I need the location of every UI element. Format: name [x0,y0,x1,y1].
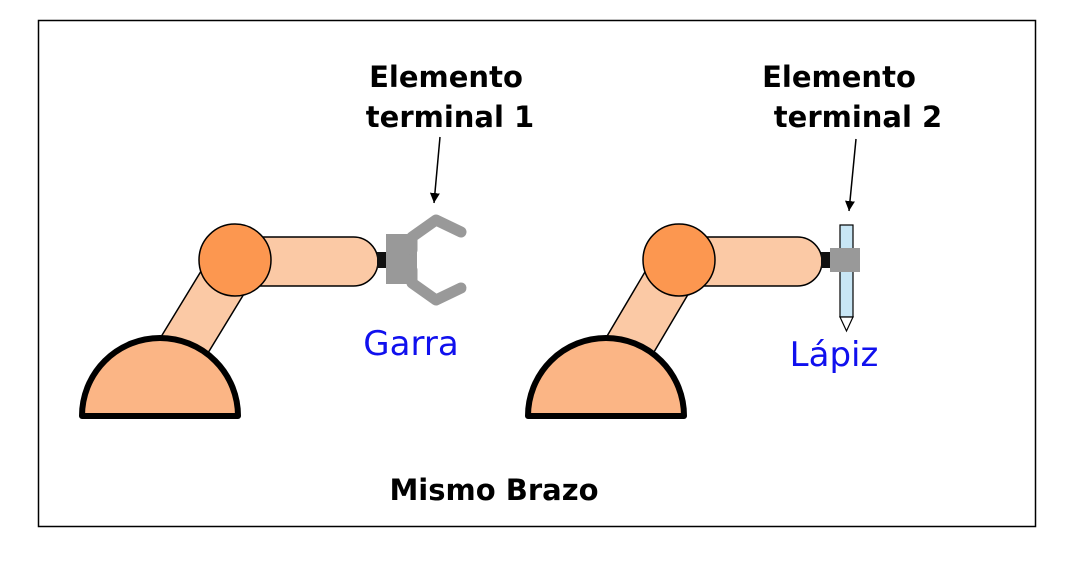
robot-1-arrow [429,136,441,204]
robot-2-tool-label: Lápiz [790,335,879,375]
robot-1-wrist [377,252,387,268]
robot-1-tool-label: Garra [363,324,458,364]
gripper-icon [386,214,467,306]
robot-2-arrow [844,138,857,212]
robot-arm-2 [525,223,860,419]
robot-1-base [79,335,241,419]
robot-2-joint [642,223,716,297]
robot-1-joint [198,223,272,297]
robot-2-label-line1: Elemento [762,60,916,94]
robot-arm-1 [79,214,467,419]
pencil-icon [830,224,860,333]
robot-2-base [525,335,687,419]
diagram-caption: Mismo Brazo [389,473,598,507]
robot-1-label-line2: terminal 1 [366,100,534,134]
robot-2-wrist [821,252,831,268]
diagram-frame [37,19,1037,528]
robot-1-label-line1: Elemento [369,60,523,94]
robot-2-label-line2: terminal 2 [774,100,942,134]
